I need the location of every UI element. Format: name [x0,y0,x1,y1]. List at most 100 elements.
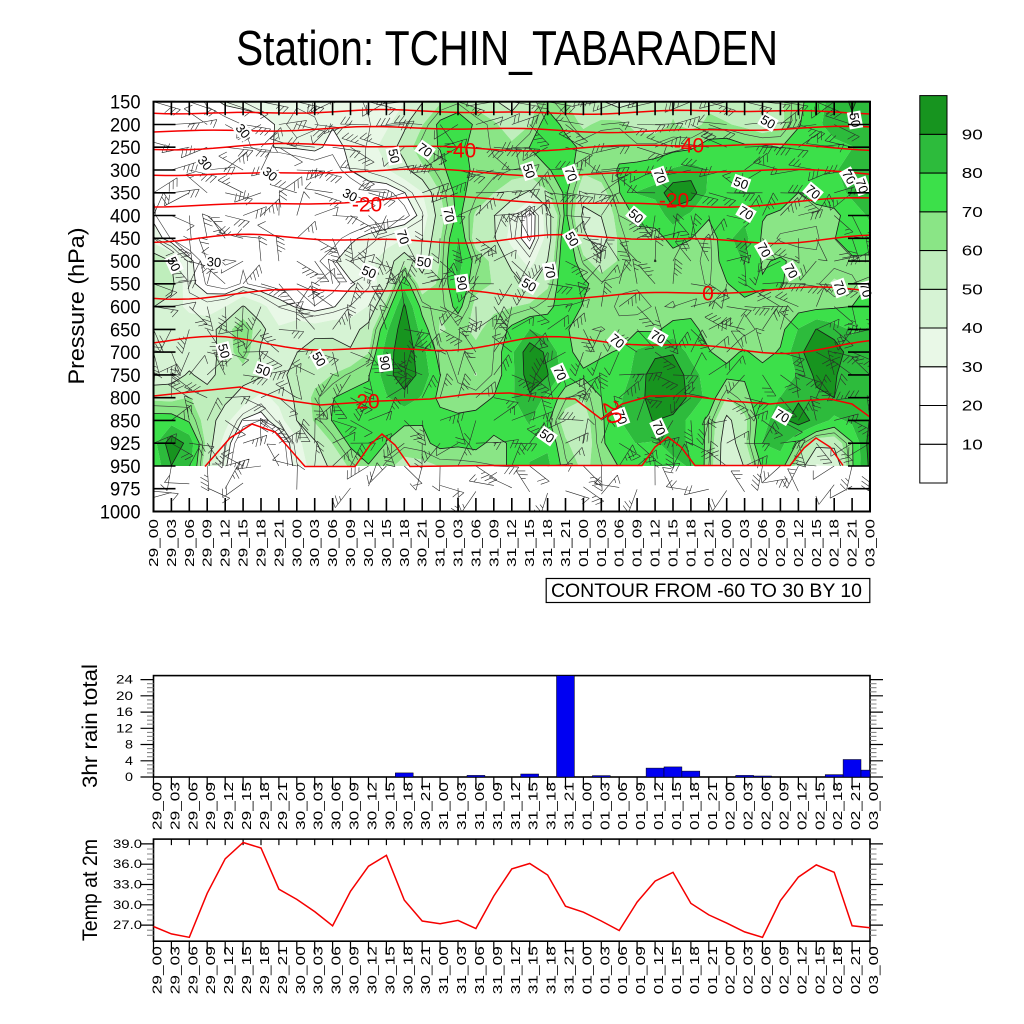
svg-text:30_15: 30_15 [379,519,394,567]
svg-text:31_06: 31_06 [472,946,487,994]
svg-text:02_21: 02_21 [845,519,860,567]
svg-text:16: 16 [116,705,133,719]
svg-text:02_06: 02_06 [759,946,774,994]
svg-text:20: 20 [116,689,133,703]
svg-text:20: 20 [962,398,983,415]
svg-text:50: 50 [359,262,378,281]
svg-text:02_09: 02_09 [776,946,791,994]
svg-text:03_00: 03_00 [866,946,881,994]
svg-text:36.0: 36.0 [113,857,142,871]
svg-text:60: 60 [962,243,983,260]
svg-text:31_12: 31_12 [508,782,523,830]
svg-text:90: 90 [377,355,394,371]
svg-text:31_15: 31_15 [526,782,541,830]
svg-text:01_15: 01_15 [669,946,684,994]
svg-text:30_21: 30_21 [418,946,433,994]
svg-text:31_03: 31_03 [451,519,466,567]
svg-text:01_00: 01_00 [579,782,594,830]
svg-text:30: 30 [962,359,983,376]
svg-text:50: 50 [164,254,184,273]
svg-text:01_18: 01_18 [687,782,702,830]
svg-text:30_21: 30_21 [418,782,433,830]
svg-text:30_15: 30_15 [382,946,397,994]
svg-text:29_06: 29_06 [185,782,200,830]
svg-text:30_03: 30_03 [307,519,322,567]
svg-text:70: 70 [736,203,756,223]
svg-text:600: 600 [110,298,141,319]
svg-text:29_06: 29_06 [185,946,200,994]
svg-text:Temp at 2m: Temp at 2m [79,839,102,941]
svg-text:30_03: 30_03 [311,782,326,830]
svg-text:29_03: 29_03 [167,946,182,994]
svg-text:02_21: 02_21 [848,782,863,830]
svg-text:50: 50 [385,147,403,164]
svg-text:31_15: 31_15 [522,519,537,567]
svg-text:29_09: 29_09 [203,946,218,994]
svg-text:1000: 1000 [100,502,141,523]
svg-text:01_15: 01_15 [666,519,681,567]
svg-text:50: 50 [254,360,273,379]
svg-text:03_00: 03_00 [866,782,881,830]
svg-text:70: 70 [650,167,669,186]
svg-text:700: 700 [110,343,141,364]
svg-text:30_06: 30_06 [329,946,344,994]
svg-text:31_21: 31_21 [562,782,577,830]
svg-text:CONTOUR FROM -60 TO 30 BY 10: CONTOUR FROM -60 TO 30 BY 10 [551,581,862,602]
svg-text:500: 500 [110,252,141,273]
svg-text:30_15: 30_15 [382,782,397,830]
svg-text:30_09: 30_09 [343,519,358,567]
svg-text:02_03: 02_03 [741,782,756,830]
svg-text:01_09: 01_09 [630,519,645,567]
svg-text:30_12: 30_12 [365,946,380,994]
svg-text:02_18: 02_18 [827,519,842,567]
svg-text:0: 0 [702,283,714,306]
svg-text:29_12: 29_12 [218,519,233,567]
svg-text:-40: -40 [446,140,476,163]
svg-text:30_18: 30_18 [397,519,412,567]
svg-text:31_18: 31_18 [544,946,559,994]
svg-text:200: 200 [110,115,141,136]
svg-text:29_21: 29_21 [275,782,290,830]
svg-text:01_12: 01_12 [651,782,666,830]
svg-text:80: 80 [962,165,983,182]
svg-text:01_21: 01_21 [705,782,720,830]
svg-text:650: 650 [110,320,141,341]
svg-text:-20: -20 [352,194,382,217]
svg-text:02_15: 02_15 [812,782,827,830]
svg-text:29_00: 29_00 [150,946,165,994]
svg-text:-20: -20 [659,190,689,213]
svg-text:30_09: 30_09 [347,782,362,830]
svg-text:70: 70 [781,261,801,281]
svg-text:02_03: 02_03 [737,519,752,567]
svg-text:30_21: 30_21 [415,519,430,567]
svg-text:-40: -40 [674,135,704,158]
svg-text:31_06: 31_06 [472,782,487,830]
svg-text:70: 70 [611,408,630,427]
svg-text:250: 250 [110,138,141,159]
svg-text:02_06: 02_06 [759,782,774,830]
svg-text:31_09: 31_09 [486,519,501,567]
svg-text:350: 350 [110,184,141,205]
svg-text:02_06: 02_06 [755,519,770,567]
svg-text:150: 150 [110,93,141,114]
svg-text:70: 70 [852,177,871,196]
svg-text:70: 70 [648,327,668,347]
svg-text:01_15: 01_15 [669,782,684,830]
svg-text:50: 50 [416,254,432,271]
svg-text:29_12: 29_12 [221,782,236,830]
svg-text:02_12: 02_12 [791,519,806,567]
svg-text:31_18: 31_18 [540,519,555,567]
svg-text:30_12: 30_12 [361,519,376,567]
svg-text:925: 925 [110,434,141,455]
svg-text:01_06: 01_06 [612,519,627,567]
svg-text:30: 30 [206,254,222,270]
svg-text:800: 800 [110,389,141,410]
svg-text:01_12: 01_12 [651,946,666,994]
svg-text:50: 50 [215,342,233,360]
svg-text:31_12: 31_12 [504,519,519,567]
svg-text:70: 70 [394,228,413,246]
svg-text:01_03: 01_03 [597,782,612,830]
svg-text:70: 70 [754,240,774,260]
svg-text:12: 12 [116,721,133,735]
svg-text:02_09: 02_09 [776,782,791,830]
